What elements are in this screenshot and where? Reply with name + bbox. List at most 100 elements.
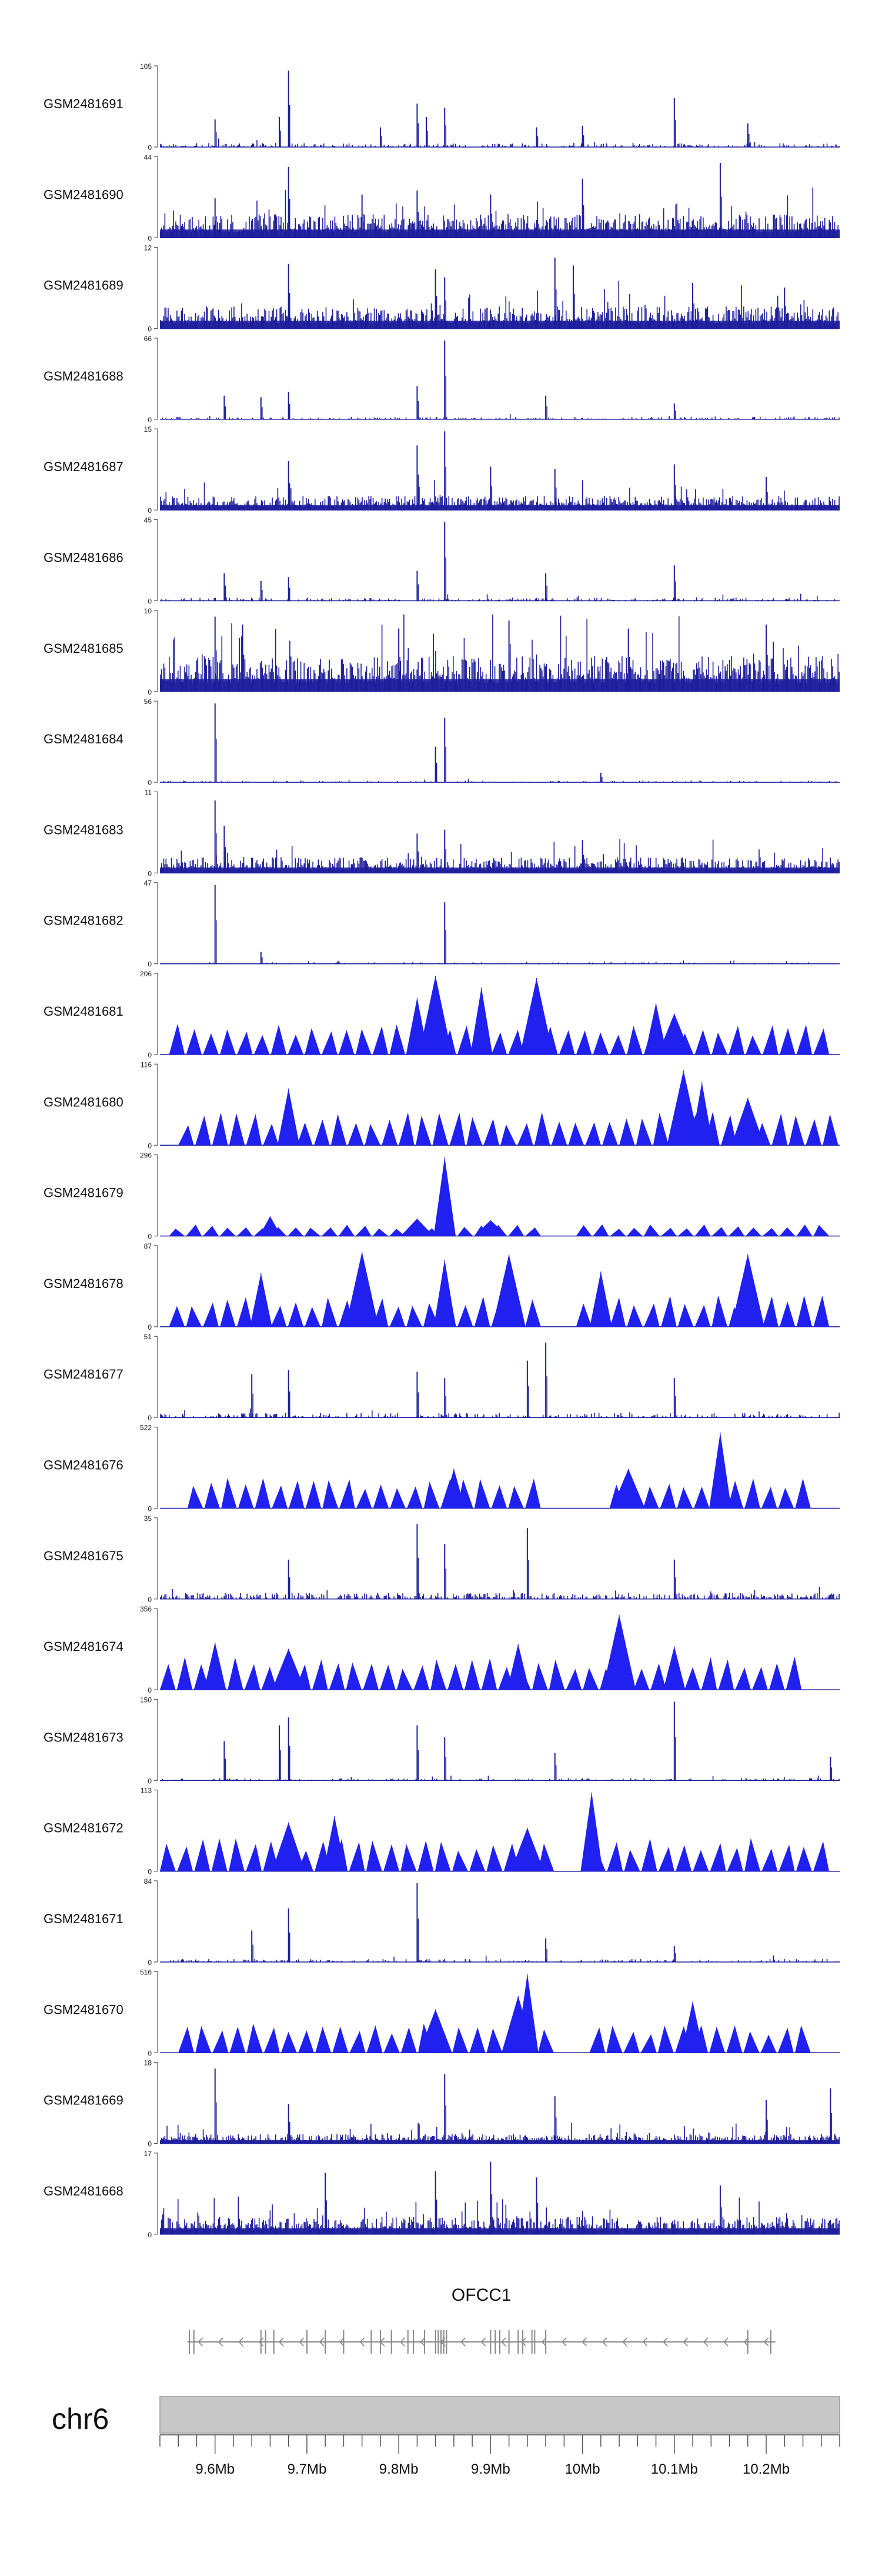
track-GSM2481674: GSM2481674 356 0 (44, 1605, 840, 1694)
signal-bars (162, 1776, 840, 1781)
track-GSM2481668: GSM2481668 17 0 (44, 2150, 840, 2239)
y-max-label: 18 (144, 2059, 152, 2067)
track-GSM2481683: GSM2481683 11 0 (44, 788, 840, 877)
y-min-label: 0 (148, 2049, 152, 2057)
track-label: GSM2481668 (44, 2184, 123, 2198)
track-label: GSM2481686 (44, 550, 123, 565)
y-max-label: 113 (141, 1787, 152, 1795)
y-min-label: 0 (148, 1596, 152, 1604)
strand-chevron (703, 2337, 709, 2347)
y-max-label: 87 (144, 1242, 152, 1250)
track-GSM2481676: GSM2481676 522 0 (44, 1424, 840, 1513)
y-max-label: 45 (144, 516, 152, 525)
signal-bars (163, 779, 837, 783)
signal-band (160, 867, 840, 873)
y-min-label: 0 (148, 1868, 152, 1876)
signal-bars (160, 1409, 840, 1418)
track-label: GSM2481688 (44, 369, 123, 383)
gene-track: OFCC1 (187, 2285, 776, 2354)
track-label: GSM2481680 (44, 1095, 123, 1109)
track-label: GSM2481675 (44, 1549, 123, 1563)
signal-bars (160, 138, 840, 147)
strand-chevron (460, 2337, 466, 2347)
strand-chevron (480, 2337, 486, 2347)
signal-band (160, 2228, 840, 2234)
signal-bars (162, 414, 840, 419)
track-GSM2481671: GSM2481671 84 0 (44, 1877, 840, 1967)
track-GSM2481681: GSM2481681 206 0 (44, 970, 840, 1059)
y-min-label: 0 (148, 869, 152, 877)
y-max-label: 35 (144, 1514, 152, 1523)
strand-chevron (218, 2337, 223, 2347)
y-max-label: 150 (140, 1696, 152, 1704)
track-GSM2481669: GSM2481669 18 0 (44, 2059, 840, 2148)
strand-chevron (622, 2337, 627, 2347)
y-max-label: 116 (141, 1060, 152, 1069)
y-max-label: 105 (140, 62, 152, 71)
signal-bars (166, 960, 838, 964)
y-max-label: 12 (144, 244, 152, 252)
strand-chevron (258, 2337, 264, 2347)
chromosome-band (159, 2396, 840, 2434)
track-label: GSM2481678 (44, 1276, 123, 1291)
track-label: GSM2481669 (44, 2093, 123, 2108)
strand-chevron (400, 2337, 405, 2347)
track-label: GSM2481681 (44, 1004, 123, 1019)
track-GSM2481686: GSM2481686 45 0 (44, 516, 840, 606)
track-GSM2481682: GSM2481682 47 0 (44, 879, 840, 969)
strand-chevron (723, 2337, 729, 2347)
track-label: GSM2481671 (44, 1911, 123, 1926)
track-label: GSM2481690 (44, 187, 123, 202)
y-max-label: 516 (140, 1968, 152, 1976)
track-GSM2481678: GSM2481678 87 0 (44, 1242, 840, 1332)
y-min-label: 0 (148, 506, 152, 515)
track-label: GSM2481674 (44, 1639, 123, 1654)
signal-band (160, 229, 840, 238)
area-blocks (169, 1023, 830, 1055)
track-label: GSM2481676 (44, 1458, 123, 1473)
y-max-label: 66 (144, 335, 152, 343)
y-max-label: 44 (144, 153, 152, 161)
strand-chevron (299, 2337, 305, 2347)
y-max-label: 84 (144, 1877, 152, 1886)
track-GSM2481680: GSM2481680 116 0 (44, 1060, 840, 1150)
track-label: GSM2481682 (44, 913, 123, 928)
track-GSM2481690: GSM2481690 44 0 (44, 153, 840, 242)
x-tick-label: 10Mb (565, 2461, 600, 2477)
y-min-label: 0 (148, 1142, 152, 1150)
strand-chevron (198, 2337, 203, 2347)
signal-band (160, 2140, 840, 2144)
y-max-label: 10 (144, 607, 152, 615)
strand-chevron (379, 2337, 385, 2347)
track-GSM2481688: GSM2481688 66 0 (44, 335, 840, 424)
track-label: GSM2481672 (44, 1821, 123, 1836)
y-min-label: 0 (148, 325, 152, 333)
y-min-label: 0 (148, 2140, 152, 2148)
y-min-label: 0 (148, 688, 152, 696)
track-GSM2481675: GSM2481675 35 0 (44, 1514, 840, 1604)
signal-band (160, 321, 840, 329)
y-min-label: 0 (148, 598, 152, 606)
strand-chevron (500, 2337, 506, 2347)
strand-chevron (763, 2337, 769, 2347)
track-label: GSM2481684 (44, 732, 123, 746)
y-min-label: 0 (148, 1414, 152, 1422)
track-GSM2481685: GSM2481685 10 0 (44, 607, 840, 696)
x-tick-label: 9.8Mb (379, 2461, 419, 2477)
track-label: GSM2481687 (44, 459, 123, 474)
area-blocks (160, 1838, 829, 1871)
y-max-label: 296 (140, 1152, 152, 1160)
y-max-label: 11 (145, 788, 152, 796)
track-label: GSM2481673 (44, 1730, 123, 1744)
y-min-label: 0 (148, 1505, 152, 1513)
strand-chevron (339, 2337, 345, 2347)
strand-chevron (541, 2337, 547, 2347)
y-max-label: 51 (144, 1333, 152, 1341)
signal-bars (160, 1587, 840, 1599)
track-label: GSM2481691 (44, 96, 123, 111)
strand-chevron (420, 2337, 426, 2347)
track-GSM2481687: GSM2481687 15 0 (44, 425, 840, 515)
strand-chevron (278, 2337, 284, 2347)
x-tick-label: 9.6Mb (195, 2461, 235, 2477)
track-GSM2481672: GSM2481672 113 0 (44, 1787, 840, 1876)
